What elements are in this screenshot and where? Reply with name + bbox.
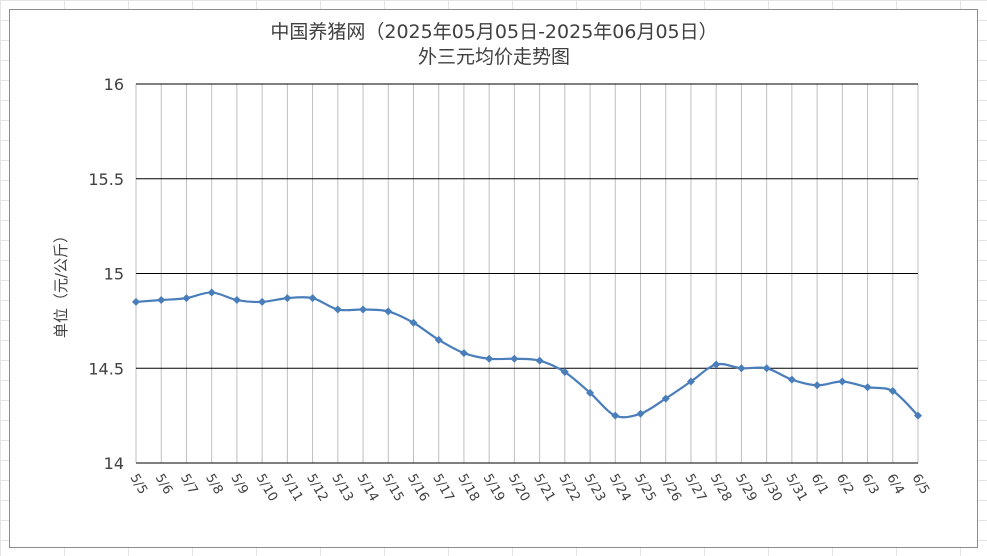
data-point-marker [207,288,216,297]
data-point-marker [914,411,922,420]
x-tick-label: 5/9 [227,472,250,498]
x-tick-label: 5/12 [303,472,331,505]
y-axis-label: 单位（元/公斤） [52,228,70,338]
x-tick-label: 6/1 [808,472,831,498]
data-point-marker [636,409,645,418]
x-tick-label: 5/13 [328,472,356,505]
x-tick-label: 5/7 [177,472,200,498]
x-tick-label: 5/27 [682,472,710,505]
x-tick-label: 5/19 [480,472,508,505]
data-point-marker [485,354,494,363]
y-axis-ticks: 14 14.5 15 15.5 16 [88,75,124,473]
y-tick-label: 15 [104,265,124,284]
data-point-marker [813,381,822,390]
x-tick-label: 5/11 [278,472,306,505]
x-axis-ticks: 5/5 5/6 5/7 5/8 5/9 5/105/115/125/135/145/155… [127,472,932,505]
data-point-marker [586,388,595,397]
x-tick-label: 5/16 [404,472,432,505]
x-tick-label: 5/6 [152,472,175,498]
chart-area[interactable] [9,9,978,548]
data-point-marker [359,305,368,314]
data-point-marker [737,364,746,373]
x-tick-label: 6/2 [833,472,856,498]
y-tick-label: 15.5 [88,170,124,189]
x-tick-label: 5/28 [707,472,735,505]
x-tick-label: 5/31 [782,472,810,505]
data-point-marker [863,383,872,392]
x-tick-label: 5/23 [581,472,609,505]
chart-title-line1: 中国养猪网（2025年05月05日-2025年06月05日） [270,21,717,43]
y-tick-label: 16 [104,75,124,94]
data-point-marker [434,335,443,344]
data-point-marker [283,294,292,303]
data-point-marker [686,377,695,386]
data-point-marker [762,364,771,373]
x-tick-label: 5/25 [631,472,659,505]
x-tick-label: 5/26 [656,472,684,505]
x-tick-label: 6/3 [858,472,881,498]
x-tick-label: 6/5 [909,472,932,498]
data-point-marker [232,296,241,305]
x-tick-label: 5/8 [202,472,225,498]
data-point-marker [157,296,166,305]
data-point-marker [560,368,569,377]
data-point-marker [510,354,519,363]
x-tick-label: 5/20 [505,472,533,505]
data-point-marker [308,294,317,303]
data-point-marker [838,377,847,386]
x-tick-label: 5/29 [732,472,760,505]
data-point-marker [888,386,897,395]
gridlines [135,83,919,464]
data-point-marker [333,305,342,314]
x-tick-label: 5/15 [379,472,407,505]
data-point-marker [182,294,191,303]
x-tick-label: 5/17 [429,472,457,505]
data-point-marker [258,297,267,306]
data-point-marker [787,375,796,384]
x-tick-label: 5/18 [454,472,482,505]
data-point-marker [459,349,468,358]
data-point-marker [132,297,140,306]
series-1 [132,288,922,420]
x-tick-label: 5/22 [555,472,583,505]
x-tick-label: 6/4 [883,472,906,498]
series-line [135,291,919,419]
data-point-marker [409,318,418,327]
data-point-marker [384,307,393,316]
x-tick-label: 5/30 [757,472,785,505]
data-point-marker [712,360,721,369]
y-tick-label: 14 [104,454,124,473]
x-tick-label: 5/14 [354,472,382,505]
chart-title-line2: 外三元均价走势图 [418,46,570,68]
data-point-marker [661,394,670,403]
data-point-marker [535,356,544,365]
x-tick-label: 5/21 [530,472,558,505]
x-tick-label: 5/24 [606,472,634,505]
y-tick-label: 14.5 [88,359,124,378]
data-point-marker [611,411,620,420]
x-tick-label: 5/10 [253,472,281,505]
x-tick-label: 5/5 [127,472,150,498]
